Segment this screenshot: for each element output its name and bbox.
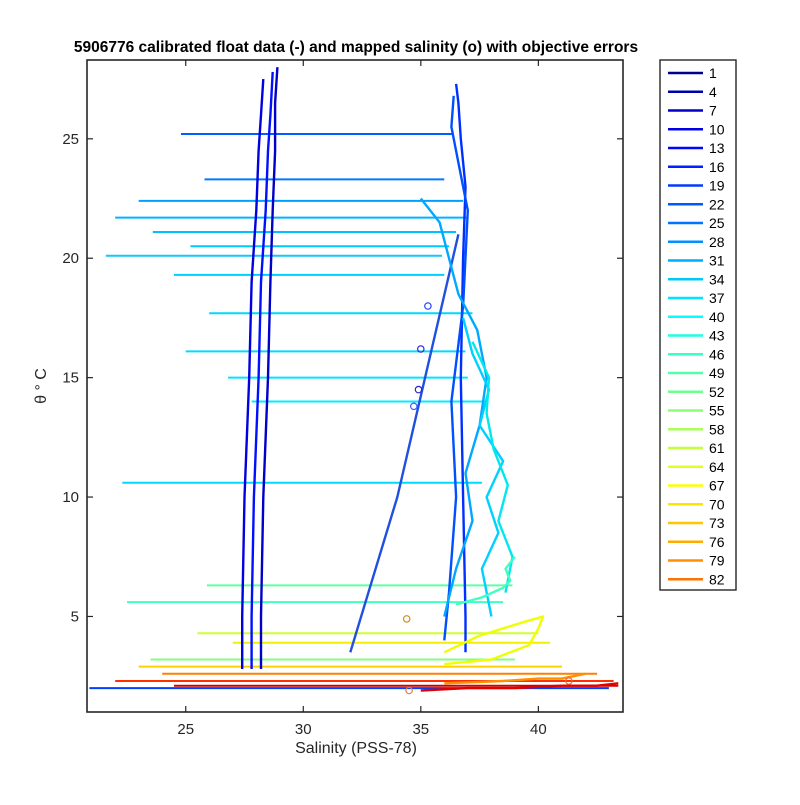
- y-axis-label: θ ° C: [33, 368, 50, 404]
- mapped-salinity-point: [405, 686, 413, 695]
- legend-label: 10: [709, 121, 725, 137]
- legend-label: 73: [709, 515, 725, 531]
- y-tick-label: 20: [62, 250, 79, 267]
- legend-box: [659, 59, 737, 591]
- profile-line: [250, 71, 274, 669]
- profile-line: [454, 83, 467, 653]
- legend-label: 43: [709, 328, 725, 344]
- y-tick-label: 5: [71, 608, 79, 625]
- data-layer: [89, 67, 619, 695]
- x-tick-label: 40: [530, 721, 547, 738]
- legend-label: 13: [709, 140, 725, 156]
- legend-label: 67: [709, 478, 725, 494]
- profile-line: [349, 234, 460, 653]
- mapped-salinity-point: [416, 345, 425, 353]
- legend-label: 22: [709, 196, 725, 212]
- x-tick-label: 25: [177, 721, 194, 738]
- x-axis-label: Salinity (PSS-78): [295, 740, 417, 757]
- legend-label: 16: [709, 159, 725, 175]
- profile-line: [259, 67, 279, 669]
- axis-ticks: 25 30 35 40 5 10 15 20 25: [62, 60, 623, 738]
- plot-area: [87, 60, 623, 712]
- legend-label: 52: [709, 384, 725, 400]
- chart-title: 5906776 calibrated float data (-) and ma…: [74, 39, 638, 56]
- legend-label: 31: [709, 253, 725, 269]
- legend-label: 1: [709, 65, 717, 81]
- legend-label: 61: [709, 440, 725, 456]
- profile-line: [240, 79, 265, 669]
- legend-label: 34: [709, 271, 725, 287]
- legend-label: 49: [709, 365, 725, 381]
- plot-frame: [86, 59, 624, 713]
- legend-label: 82: [709, 571, 725, 587]
- mapped-salinity-point: [402, 615, 411, 623]
- profile-line: [419, 197, 488, 617]
- x-tick-label: 30: [295, 721, 312, 738]
- legend-label: 28: [709, 234, 725, 250]
- legend-label: 46: [709, 346, 725, 362]
- mapped-salinity-point: [414, 385, 423, 394]
- legend-label: 58: [709, 421, 725, 437]
- y-tick-label: 10: [62, 489, 79, 506]
- legend-label: 64: [709, 459, 725, 475]
- legend: 1 4 7 10 13 16 19 22 25 28 31 34 37 40 43 46 49 52 55 58 61 6…: [659, 59, 737, 591]
- legend-label: 55: [709, 403, 725, 419]
- legend-label: 40: [709, 309, 725, 325]
- profile-line: [444, 672, 586, 685]
- mapped-salinity-point: [424, 302, 432, 310]
- profile-line: [461, 317, 505, 617]
- y-tick-label: 25: [62, 131, 79, 148]
- legend-label: 70: [709, 496, 725, 512]
- legend-label: 37: [709, 290, 725, 306]
- profile-line: [420, 682, 619, 692]
- y-tick-label: 15: [62, 370, 79, 387]
- mapped-salinity-point: [409, 402, 418, 411]
- profile-line: [471, 341, 514, 593]
- legend-label: 4: [709, 84, 717, 100]
- legend-label: 76: [709, 534, 725, 550]
- profile-line: [443, 615, 545, 666]
- x-tick-label: 35: [412, 721, 429, 738]
- legend-label: 79: [709, 553, 725, 569]
- mapped-salinity-point: [565, 677, 573, 685]
- legend-label: 7: [709, 103, 717, 119]
- profile-line: [455, 556, 516, 606]
- legend-label: 25: [709, 215, 725, 231]
- legend-label: 19: [709, 178, 725, 194]
- profile-line: [443, 95, 469, 641]
